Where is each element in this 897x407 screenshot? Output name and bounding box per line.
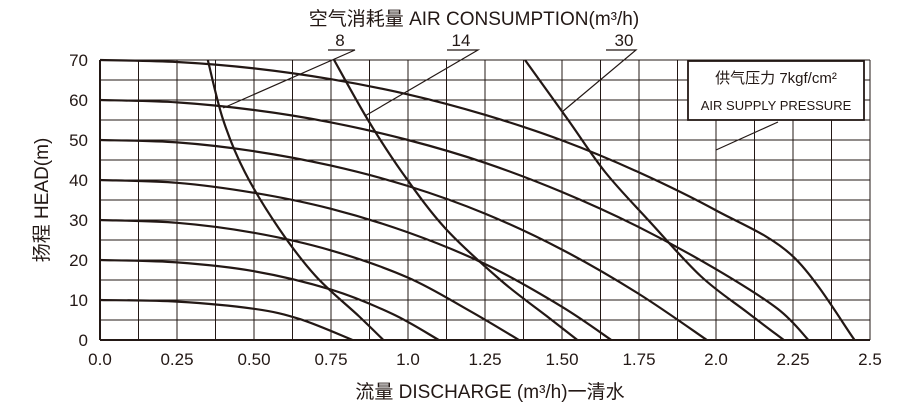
y-tick-label: 60 <box>69 91 88 110</box>
air-consumption-label: 14 <box>452 31 471 50</box>
air-supply-pressure-curve <box>99 258 440 341</box>
air-supply-pressure-legend: 供气压力 7kgf/cm² AIR SUPPLY PRESSURE <box>687 60 865 121</box>
x-tick-label: 2.5 <box>858 350 882 369</box>
air-consumption-curve-8 <box>206 59 385 341</box>
air-consumption-curve-30 <box>524 59 785 341</box>
y-tick-label: 30 <box>69 211 88 230</box>
x-tick-label: 1.25 <box>468 350 501 369</box>
air-consumption-label-30: 30 <box>615 31 634 50</box>
y-tick-label: 10 <box>69 291 88 310</box>
leader-8 <box>222 49 356 109</box>
legend-box <box>687 60 865 121</box>
y-tick-label: 40 <box>69 171 88 190</box>
leader-30 <box>561 49 638 113</box>
x-tick-label: 0.50 <box>237 350 270 369</box>
y-tick-label: 0 <box>79 331 88 350</box>
air-supply-pressure-curve <box>99 218 520 341</box>
air-consumption-curve-14 <box>333 59 579 341</box>
chart-title: 空气消耗量 AIR CONSUMPTION(m³/h) <box>309 8 639 30</box>
x-tick-label: 0.25 <box>160 350 193 369</box>
leader-14 <box>364 49 481 117</box>
y-axis-label: 扬程 HEAD(m) <box>31 138 53 263</box>
air-supply-pressure-curve <box>99 138 708 341</box>
grid <box>99 59 871 341</box>
air-supply-pressure-curve <box>99 98 810 341</box>
air-supply-pressure-curve <box>99 298 354 342</box>
x-tick-label: 2.0 <box>704 350 728 369</box>
y-tick-label: 20 <box>69 251 88 270</box>
x-tick-label: 2.25 <box>776 350 809 369</box>
x-tick-label: 1.75 <box>622 350 655 369</box>
leader-pressure <box>715 121 779 151</box>
y-tick-label: 50 <box>69 131 88 150</box>
air-consumption-curves <box>206 59 785 341</box>
air-supply-pressure-curves <box>99 58 856 342</box>
legend-subtitle: AIR SUPPLY PRESSURE <box>701 98 852 113</box>
air-supply-pressure-curve <box>99 178 612 341</box>
x-tick-label: 0.75 <box>314 350 347 369</box>
legend-title: 供气压力 7kgf/cm² <box>715 70 837 87</box>
air-consumption-label: 8 <box>335 31 344 50</box>
x-axis-label: 流量 DISCHARGE (m³/h)一清水 <box>355 381 624 403</box>
axis-ticks: 0.0 0.25 0.50 0.75 1.0 1.25 1.50 1.75 2.0 2.25 2.5… <box>69 51 882 369</box>
air-consumption-label-14: 14 <box>452 31 471 50</box>
x-tick-label: 0.0 <box>88 350 112 369</box>
leader-lines <box>222 49 779 151</box>
air-consumption-label: 30 <box>615 31 634 50</box>
air-supply-pressure-curve <box>99 58 856 341</box>
x-tick-label: 1.0 <box>396 350 420 369</box>
y-tick-label: 70 <box>69 51 88 70</box>
x-tick-label: 1.50 <box>545 350 578 369</box>
air-consumption-label-8: 8 <box>335 31 344 50</box>
